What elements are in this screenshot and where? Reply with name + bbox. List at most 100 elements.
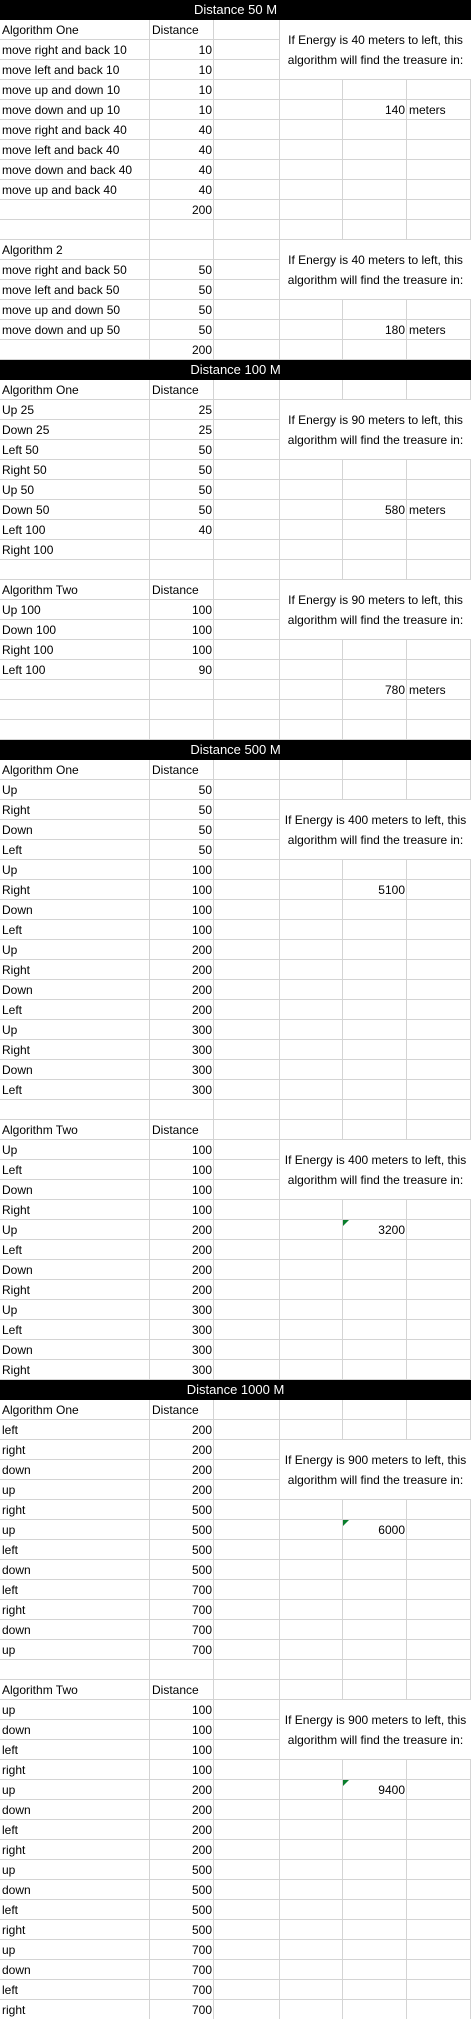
step-distance[interactable]: 40: [198, 183, 212, 197]
step-distance[interactable]: 200: [191, 1243, 212, 1257]
step-label[interactable]: right: [2, 1763, 26, 1777]
step-label[interactable]: move left and back 10: [2, 63, 120, 77]
energy-note[interactable]: If Energy is 90 meters to left, this alg…: [280, 580, 471, 639]
step-distance[interactable]: 40: [198, 523, 212, 537]
step-distance[interactable]: 200: [191, 1783, 212, 1797]
step-distance[interactable]: 50: [198, 303, 212, 317]
step-distance[interactable]: 100: [191, 1203, 212, 1217]
step-label[interactable]: Up: [2, 1143, 18, 1157]
step-label[interactable]: left: [2, 1543, 19, 1557]
section-header[interactable]: Distance 1000 M: [0, 1380, 471, 1400]
step-distance[interactable]: 50: [198, 463, 212, 477]
step-label[interactable]: move up and back 40: [2, 183, 117, 197]
step-label[interactable]: right: [2, 1503, 26, 1517]
step-distance[interactable]: 40: [198, 123, 212, 137]
step-distance[interactable]: 100: [191, 1143, 212, 1157]
step-distance[interactable]: 200: [191, 1803, 212, 1817]
step-distance[interactable]: 50: [198, 803, 212, 817]
step-distance[interactable]: 50: [198, 443, 212, 457]
step-label[interactable]: Up 50: [2, 483, 35, 497]
step-label[interactable]: Left: [2, 923, 23, 937]
step-label[interactable]: left: [2, 1823, 19, 1837]
step-label[interactable]: down: [2, 1563, 31, 1577]
step-label[interactable]: Up 100: [2, 603, 41, 617]
step-distance[interactable]: 50: [198, 783, 212, 797]
step-label[interactable]: up: [2, 1483, 16, 1497]
step-label[interactable]: Up: [2, 1023, 18, 1037]
step-label[interactable]: Left: [2, 843, 23, 857]
step-distance[interactable]: 50: [198, 323, 212, 337]
step-label[interactable]: Up: [2, 783, 18, 797]
step-label[interactable]: Up: [2, 1223, 18, 1237]
step-distance[interactable]: 10: [198, 83, 212, 97]
step-distance[interactable]: 200: [191, 983, 212, 997]
step-distance[interactable]: 300: [191, 1323, 212, 1337]
step-label[interactable]: left: [2, 1743, 19, 1757]
distance-header[interactable]: Distance: [152, 23, 199, 37]
distance-header[interactable]: Distance: [152, 1403, 199, 1417]
step-distance[interactable]: 200: [191, 1263, 212, 1277]
step-distance[interactable]: 500: [191, 1503, 212, 1517]
result-unit[interactable]: meters: [409, 103, 446, 117]
algorithm-name[interactable]: Algorithm Two: [2, 1123, 78, 1137]
step-distance[interactable]: 200: [191, 1443, 212, 1457]
distance-header[interactable]: Distance: [152, 1123, 199, 1137]
step-label[interactable]: left: [2, 1583, 19, 1597]
step-label[interactable]: move down and up 50: [2, 323, 121, 337]
step-distance[interactable]: 100: [191, 1183, 212, 1197]
step-distance[interactable]: 700: [191, 1943, 212, 1957]
result-unit[interactable]: meters: [409, 503, 446, 517]
step-distance[interactable]: 200: [191, 943, 212, 957]
step-label[interactable]: up: [2, 1523, 16, 1537]
step-distance[interactable]: 50: [198, 483, 212, 497]
step-distance[interactable]: 500: [191, 1903, 212, 1917]
energy-note[interactable]: If Energy is 900 meters to left, this al…: [280, 1440, 471, 1499]
step-distance[interactable]: 700: [191, 2003, 212, 2017]
distance-header[interactable]: Distance: [152, 583, 199, 597]
step-label[interactable]: Left 100: [2, 663, 46, 677]
section-header[interactable]: Distance 500 M: [0, 740, 471, 760]
step-label[interactable]: Up: [2, 1303, 18, 1317]
algorithm-name[interactable]: Algorithm One: [2, 383, 79, 397]
result-value[interactable]: 580: [384, 503, 405, 517]
energy-note[interactable]: If Energy is 400 meters to left, this al…: [280, 800, 471, 859]
step-label[interactable]: right: [2, 1603, 26, 1617]
step-label[interactable]: left: [2, 1423, 19, 1437]
step-label[interactable]: Left 50: [2, 443, 39, 457]
result-value[interactable]: 3200: [378, 1223, 405, 1237]
step-distance[interactable]: 700: [191, 1963, 212, 1977]
step-label[interactable]: Down 100: [2, 623, 57, 637]
result-value[interactable]: 180: [384, 323, 405, 337]
algorithm-name[interactable]: Algorithm Two: [2, 583, 78, 597]
energy-note[interactable]: If Energy is 40 meters to left, this alg…: [280, 240, 471, 299]
step-label[interactable]: Up: [2, 863, 18, 877]
step-label[interactable]: move left and back 50: [2, 283, 120, 297]
step-distance[interactable]: 200: [191, 1843, 212, 1857]
energy-note[interactable]: If Energy is 90 meters to left, this alg…: [280, 400, 471, 459]
step-distance[interactable]: 300: [191, 1363, 212, 1377]
step-label[interactable]: Right 50: [2, 463, 47, 477]
step-distance[interactable]: 700: [191, 1623, 212, 1637]
step-distance[interactable]: 500: [191, 1563, 212, 1577]
step-label[interactable]: Right: [2, 883, 31, 897]
step-distance[interactable]: 200: [191, 1483, 212, 1497]
step-label[interactable]: Right: [2, 803, 31, 817]
step-label[interactable]: Right 100: [2, 643, 54, 657]
step-label[interactable]: Right 100: [2, 543, 54, 557]
step-label[interactable]: left: [2, 1983, 19, 1997]
step-distance[interactable]: 25: [198, 423, 212, 437]
distance-header[interactable]: Distance: [152, 1683, 199, 1697]
result-unit[interactable]: meters: [409, 323, 446, 337]
step-distance[interactable]: 300: [191, 1083, 212, 1097]
step-distance[interactable]: 200: [191, 1423, 212, 1437]
step-label[interactable]: Down: [2, 823, 33, 837]
step-distance[interactable]: 90: [198, 663, 212, 677]
step-distance[interactable]: 700: [191, 1643, 212, 1657]
step-distance[interactable]: 100: [191, 923, 212, 937]
result-value[interactable]: 9400: [378, 1783, 405, 1797]
algorithm-name[interactable]: Algorithm One: [2, 763, 79, 777]
step-label[interactable]: up: [2, 1943, 16, 1957]
step-label[interactable]: right: [2, 1923, 26, 1937]
step-label[interactable]: Right: [2, 1283, 31, 1297]
